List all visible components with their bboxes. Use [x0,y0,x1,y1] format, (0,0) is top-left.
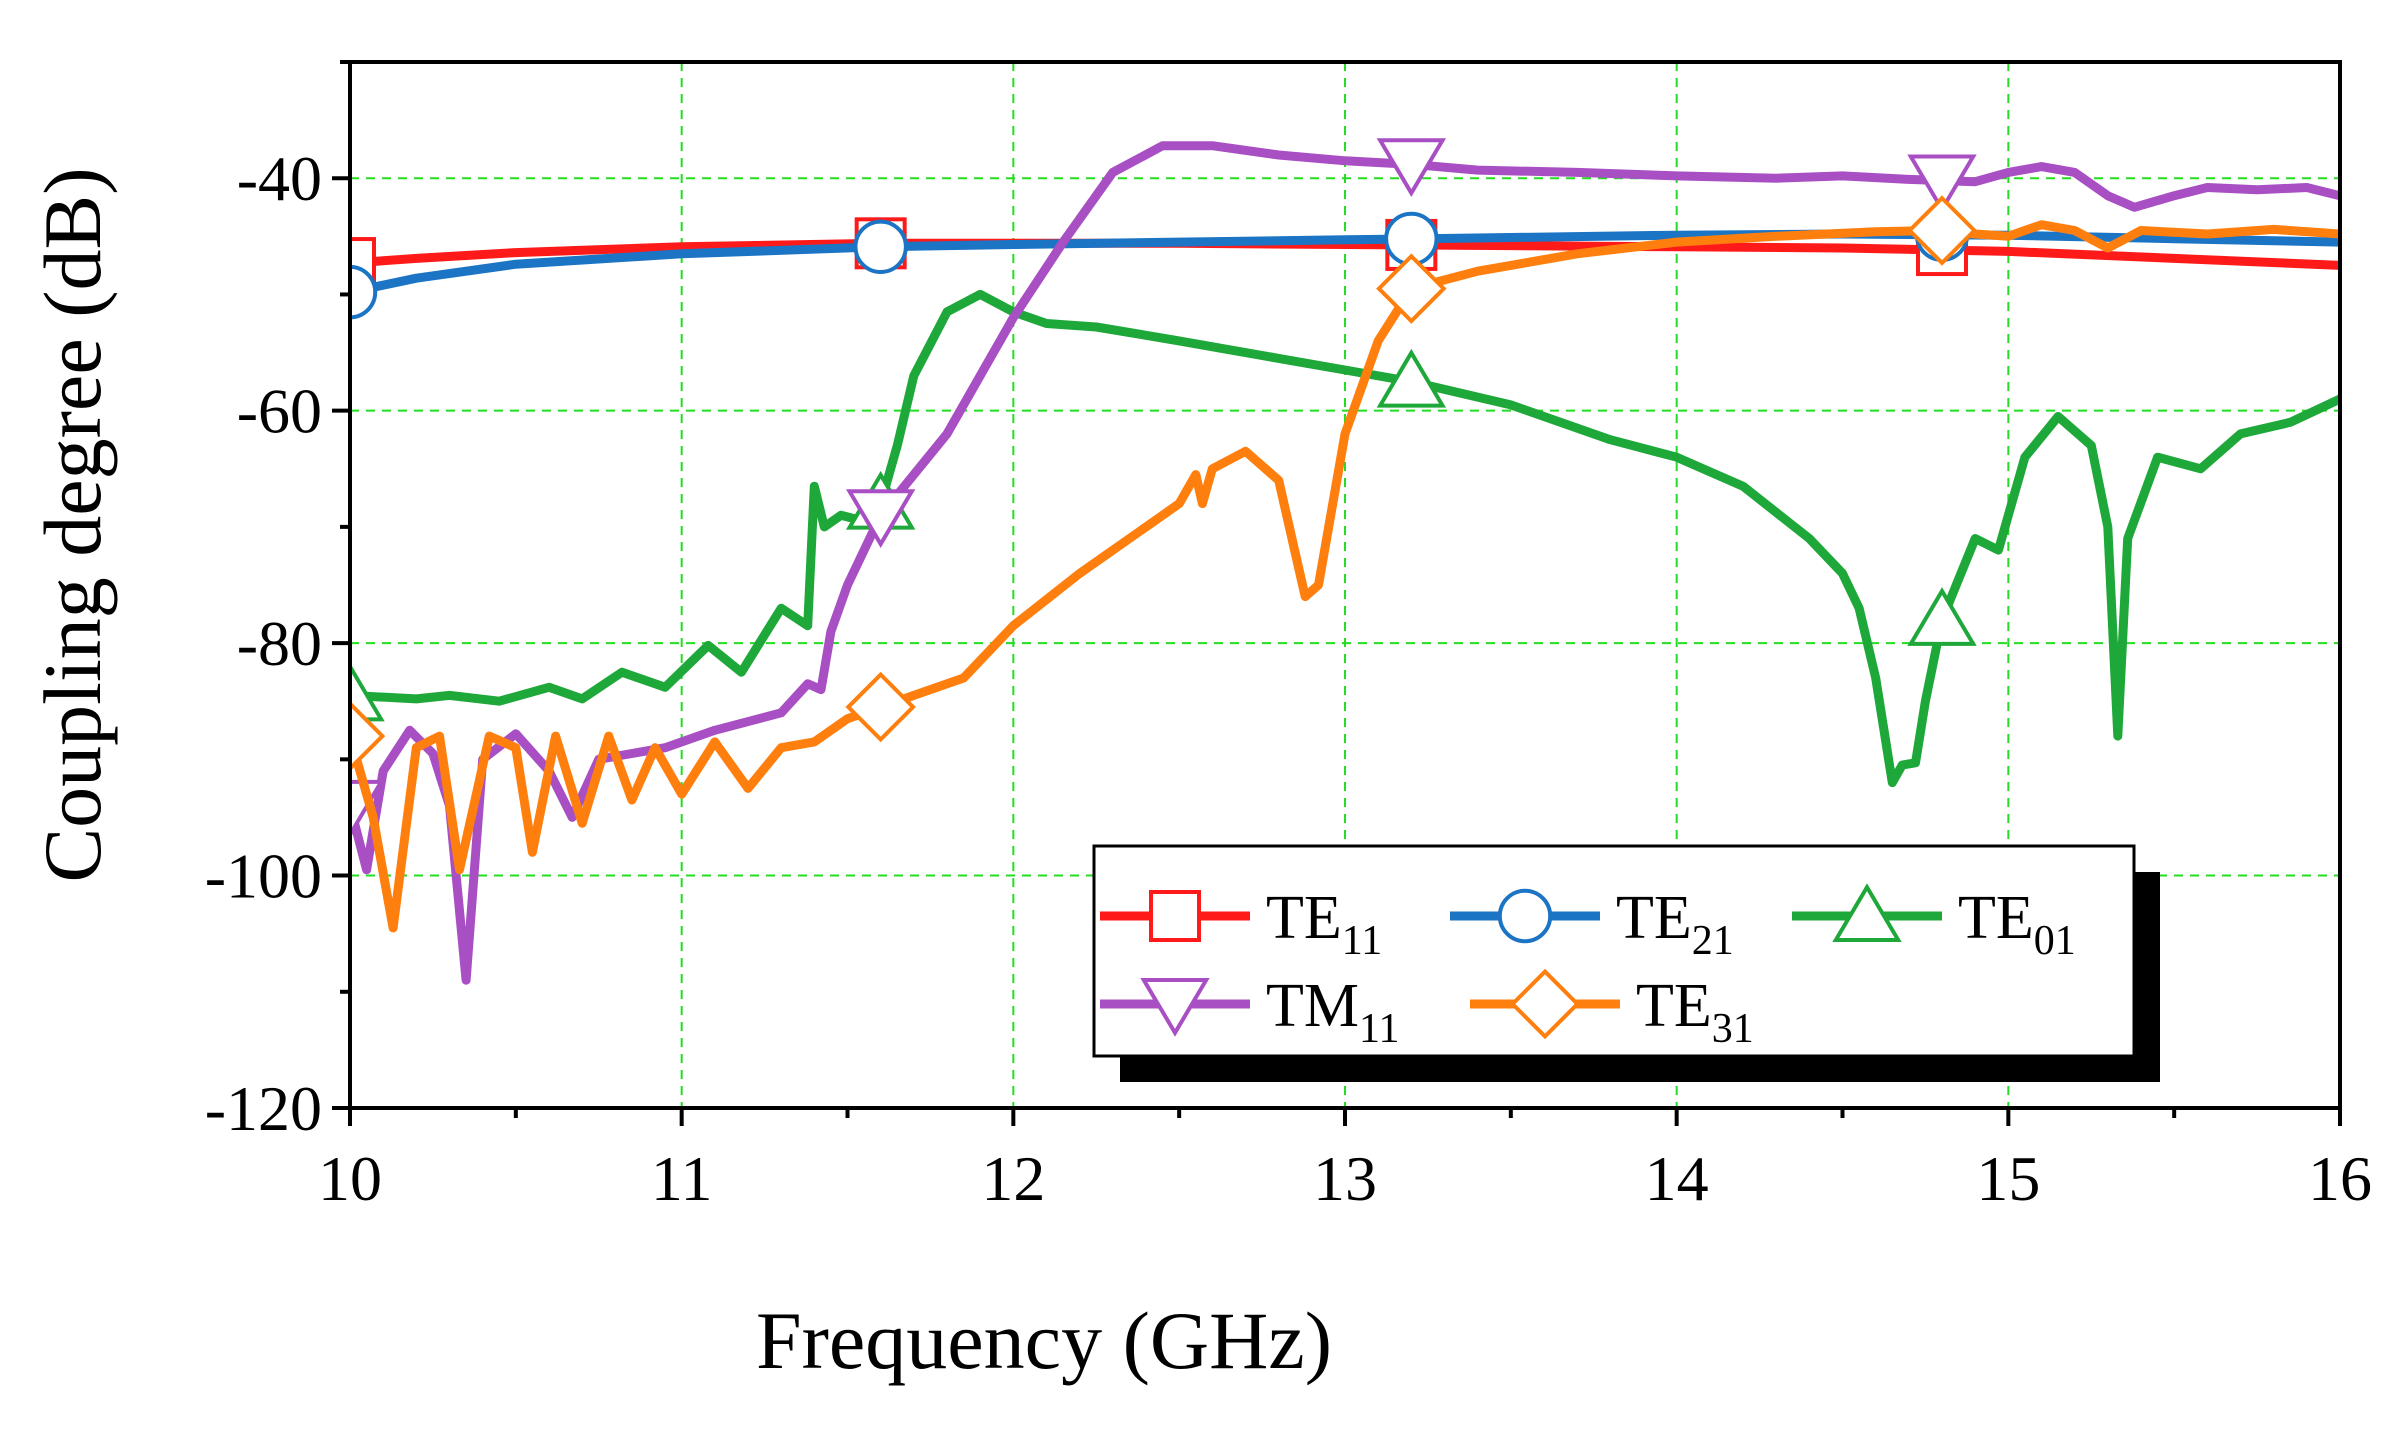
triangle-down-marker-shape [1376,138,1447,198]
legend-label-subscript: 11 [1359,1006,1399,1052]
y-tick-label: -100 [205,841,322,912]
triangle-up-marker-shape [1376,348,1447,408]
x-tick-label: 11 [651,1143,713,1214]
legend-entry-te21[interactable]: TE21 [1450,884,1734,964]
y-tick-label: -120 [205,1073,322,1144]
data-point-te21 [350,264,378,320]
y-tick-label: -40 [237,143,322,214]
legend-swatch-marker [1509,968,1581,1040]
legend-label-subscript: 11 [1342,918,1382,964]
data-point-tm11 [845,489,916,548]
triangle-up-marker-shape [350,662,385,722]
legend-swatch-marker [1149,890,1201,942]
x-tick-label: 13 [1313,1143,1377,1214]
series-line-te21 [350,229,2340,297]
x-tick-label: 14 [1645,1143,1709,1214]
data-point-tm11 [1907,154,1977,214]
legend-label-subscript: 31 [1712,1006,1754,1052]
legend-entry-te01[interactable]: TE01 [1792,883,2076,964]
legend-label: TE01 [1958,884,2076,964]
triangle-down-marker-shape [1140,978,1210,1037]
circle-marker-shape [1497,888,1553,944]
tick-label-layer: 10 11 12 13 14 15 16 -40 -60 -80 -100 -120 [205,143,2372,1214]
data-point-tm11 [350,779,385,839]
legend-label-subscript: 21 [1692,918,1734,964]
x-tick-label: 16 [2308,1143,2372,1214]
legend-label-base: TE [1616,884,1692,952]
data-point-tm11 [1376,138,1447,198]
series-line-te01 [350,289,2340,788]
legend-entry-te31[interactable]: TE31 [1470,968,1754,1052]
data-point-te31 [350,700,386,772]
series-layer [350,138,2340,985]
diamond-marker-shape [1906,195,1978,266]
diamond-marker-shape [845,671,916,743]
data-point-te01 [350,662,385,722]
data-point-te31 [1906,195,1978,266]
x-tick-label: 12 [981,1143,1045,1214]
y-tick-label: -80 [237,608,322,679]
tick-layer [332,60,2342,1126]
x-tick-label: 10 [318,1143,382,1214]
triangle-down-marker-shape [350,779,385,839]
square-marker-shape [1149,890,1201,942]
legend-label: TM11 [1266,972,1399,1052]
legend-entry-te11[interactable]: TE11 [1100,884,1382,964]
data-point-te31 [845,671,916,743]
x-axis-label: Frequency (GHz) [756,1295,1332,1386]
data-point-te31 [1376,253,1447,324]
y-axis-label: Coupling degree (dB) [27,167,118,882]
y-tick-label: -60 [237,376,322,447]
triangle-up-marker-shape [1907,587,1977,646]
triangle-up-marker-shape [1832,883,1902,942]
x-tick-label: 15 [1976,1143,2040,1214]
legend-label-base: TM [1266,972,1359,1040]
triangle-down-marker-shape [1907,154,1977,214]
legend-swatch-marker [1497,888,1553,944]
circle-marker-shape [350,264,378,320]
triangle-down-marker-shape [845,489,916,548]
diamond-marker-shape [1376,253,1447,324]
diamond-marker-shape [1509,968,1581,1040]
legend-label-subscript: 01 [2034,918,2076,964]
series-te31 [350,195,2340,933]
legend-label: TE31 [1636,972,1754,1052]
legend-swatch-marker [1140,978,1210,1037]
data-point-te21 [853,219,908,274]
legend-swatch-marker [1832,883,1902,942]
legend-entry-tm11[interactable]: TM11 [1100,972,1399,1052]
legend-label: TE21 [1616,884,1734,964]
legend-label-base: TE [1636,972,1712,1040]
legend-box [1092,844,2136,1058]
circle-marker-shape [853,219,908,274]
diamond-marker-shape [350,700,386,772]
data-point-te01 [1376,348,1447,408]
legend-label-base: TE [1958,884,2034,952]
legend-label-base: TE [1266,884,1342,952]
data-point-te01 [1907,587,1977,646]
legend-label: TE11 [1266,884,1382,964]
